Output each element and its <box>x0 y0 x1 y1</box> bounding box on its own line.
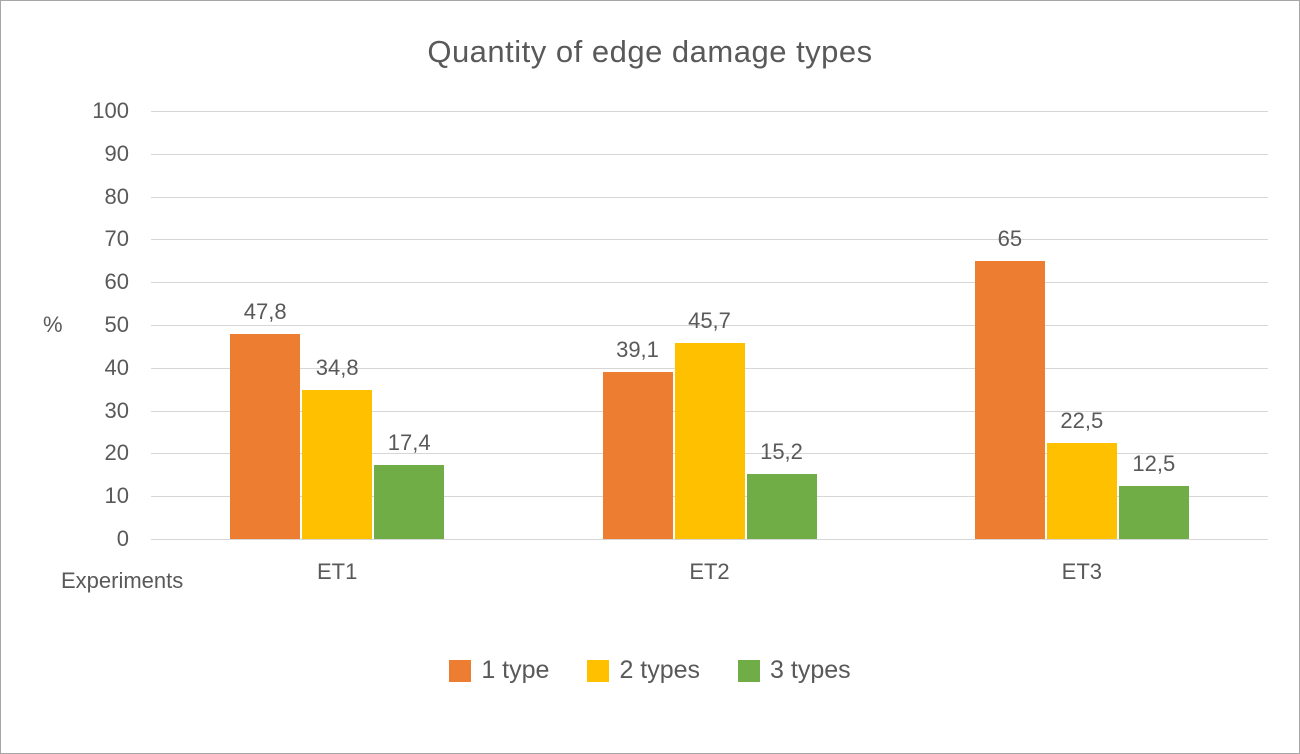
y-axis-title: % <box>43 312 63 337</box>
legend-swatch <box>587 659 610 682</box>
y-tick-label: 90 <box>104 140 129 166</box>
bar-ET2-1-type <box>602 371 673 539</box>
x-tick-label: ET1 <box>316 559 358 584</box>
y-tick-label: 10 <box>104 483 129 509</box>
data-label: 65 <box>997 225 1023 251</box>
data-label: 34,8 <box>315 355 359 381</box>
y-tick-label: 50 <box>104 312 129 337</box>
y-tick-label: 60 <box>104 269 129 295</box>
y-tick-label: 30 <box>104 397 129 423</box>
data-label: 12,5 <box>1132 450 1176 476</box>
legend-item: 1 type <box>449 656 549 685</box>
y-tick-label: 100 <box>92 98 129 123</box>
legend: 1 type 2 types 3 types <box>1 656 1299 685</box>
legend-item: 2 types <box>587 656 700 685</box>
y-tick-label: 70 <box>104 226 129 252</box>
legend-label: 3 types <box>770 656 851 684</box>
chart-title: Quantity of edge damage types <box>427 34 873 69</box>
y-tick-label: 0 <box>116 526 129 551</box>
bar-ET3-2-types <box>1046 442 1117 539</box>
gridline <box>151 196 1268 198</box>
gridline <box>151 325 1268 326</box>
data-label: 17,4 <box>387 429 431 455</box>
bar-ET1-3-types <box>374 464 445 539</box>
x-axis-title: Experiments <box>61 568 184 593</box>
bar-ET3-1-type <box>974 260 1045 539</box>
gridline <box>151 111 1268 112</box>
legend-item: 3 types <box>738 656 851 685</box>
y-tick-label: 40 <box>104 354 129 380</box>
y-tick-label: 80 <box>104 183 129 209</box>
bar-ET2-3-types <box>746 473 817 539</box>
legend-swatch <box>449 659 472 682</box>
y-tick-label: 20 <box>104 440 129 466</box>
legend-label: 1 type <box>481 656 550 684</box>
gridline <box>151 153 1268 155</box>
gridline <box>151 539 1268 540</box>
bar-ET1-1-type <box>230 334 301 539</box>
bar-ET2-2-types <box>674 343 745 539</box>
data-label: 22,5 <box>1060 407 1104 433</box>
gridline <box>151 239 1268 241</box>
legend-label: 2 types <box>619 656 701 684</box>
x-tick-label: ET2 <box>689 559 730 584</box>
gridline <box>151 282 1268 284</box>
data-label: 45,7 <box>688 308 731 334</box>
legend-swatch <box>738 659 761 682</box>
x-tick-label: ET3 <box>1061 559 1102 584</box>
data-label: 15,2 <box>760 438 803 464</box>
bar-ET1-2-types <box>302 390 373 539</box>
bar-ET3-3-types <box>1118 485 1189 539</box>
data-label: 47,8 <box>243 299 287 325</box>
data-label: 39,1 <box>616 336 659 362</box>
